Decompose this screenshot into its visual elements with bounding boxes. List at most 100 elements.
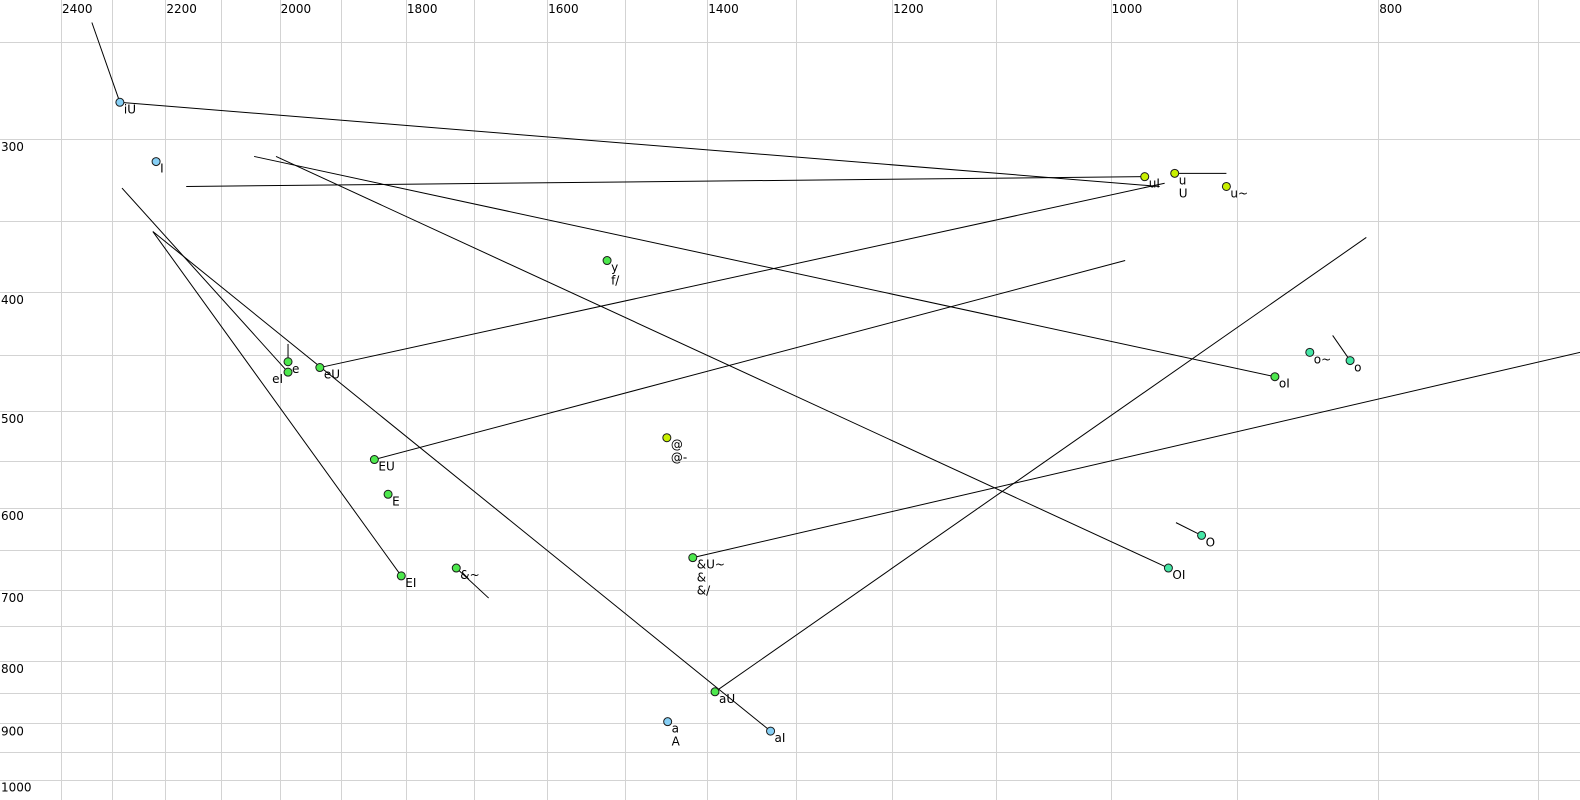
trajectory-line	[121, 187, 289, 373]
point-label: o~	[1314, 352, 1331, 366]
point-marker	[1221, 181, 1231, 191]
vowel-point: aA	[663, 717, 681, 749]
point-marker	[662, 433, 672, 443]
vowel-point: aI	[766, 726, 786, 745]
trajectory-line	[319, 182, 1165, 369]
vowel-point: e	[283, 357, 299, 376]
point-label: eI	[272, 372, 283, 386]
y-tick-label: 900	[1, 724, 24, 738]
point-marker	[688, 553, 698, 563]
point-marker	[1197, 530, 1207, 540]
x-tick-label: 1800	[407, 2, 438, 16]
point-marker	[369, 455, 379, 465]
point-marker	[151, 157, 161, 167]
point-marker	[1170, 168, 1180, 178]
point-marker	[710, 687, 720, 697]
point-marker	[1345, 356, 1355, 366]
y-tick-label: 1000	[1, 781, 32, 795]
point-marker	[1140, 172, 1150, 182]
trajectory-line	[152, 231, 771, 732]
point-label: @-	[671, 451, 687, 465]
vowel-point: &U~&&/	[688, 553, 725, 598]
vowel-point: uI	[1140, 172, 1160, 191]
point-label: aU	[719, 692, 735, 706]
vowel-point: iU	[115, 97, 136, 116]
trajectory-line	[1332, 335, 1351, 361]
trajectory-line	[275, 155, 1169, 569]
point-marker	[283, 367, 293, 377]
point-label: U	[1179, 186, 1188, 200]
point-label: O	[1206, 535, 1215, 549]
trajectory-line	[152, 231, 402, 577]
point-label: oI	[1279, 377, 1290, 391]
vowel-point: o~	[1305, 347, 1331, 366]
point-label: a	[672, 722, 679, 736]
y-tick-label: 400	[1, 293, 24, 307]
trajectory-line	[119, 101, 1160, 187]
point-label: uI	[1149, 177, 1160, 191]
y-tick-label: 600	[1, 509, 24, 523]
vowel-point: aU	[710, 687, 735, 706]
x-tick-label: 1600	[548, 2, 579, 16]
vowel-point: uU	[1170, 168, 1188, 200]
point-label: o	[1354, 361, 1361, 375]
point-marker	[1163, 563, 1173, 573]
vowel-point: u~	[1221, 181, 1248, 200]
trajectory-line	[692, 351, 1580, 559]
x-tick-label: 2000	[281, 2, 312, 16]
point-label: &/	[697, 584, 711, 598]
point-marker	[766, 726, 776, 736]
point-marker	[383, 489, 393, 499]
vowel-point: &~	[451, 563, 480, 582]
point-marker	[1305, 347, 1315, 357]
x-tick-label: 1000	[1112, 2, 1143, 16]
point-marker	[315, 363, 325, 373]
point-marker	[663, 717, 673, 727]
trajectory-line	[253, 155, 1276, 378]
vowel-point: @@-	[662, 433, 687, 465]
trajectory-line	[186, 176, 1145, 187]
x-tick-label: 1200	[893, 2, 924, 16]
y-tick-label: 700	[1, 591, 24, 605]
x-tick-label: 2200	[166, 2, 197, 16]
trajectories	[91, 22, 1580, 732]
point-label: @	[671, 438, 683, 452]
tick-labels: 2400 2200 2000 1800 1600 1400 1200 1000 800 300 40…	[1, 2, 1402, 795]
point-marker	[115, 97, 125, 107]
x-tick-label: 2400	[62, 2, 93, 16]
trajectory-line	[455, 567, 489, 599]
trajectory-line	[374, 260, 1126, 461]
point-marker	[602, 256, 612, 266]
point-label: aI	[775, 731, 786, 745]
point-label: u	[1179, 173, 1187, 187]
vowel-point: oI	[1270, 372, 1290, 391]
vowel-point: eI	[272, 367, 293, 386]
trajectory-line	[1175, 522, 1202, 536]
point-label: OI	[1172, 568, 1185, 582]
point-label: EI	[405, 576, 416, 590]
vowel-point: EU	[369, 455, 395, 474]
y-tick-label: 800	[1, 662, 24, 676]
point-label: &~	[460, 568, 479, 582]
vowel-point: O	[1197, 530, 1215, 549]
point-label: &	[697, 571, 706, 585]
vowel-point: yf/	[602, 256, 620, 288]
point-label: f/	[611, 274, 620, 288]
vowel-point: eU	[315, 363, 340, 382]
x-tick-label: 1400	[708, 2, 739, 16]
vowel-point: I	[151, 157, 164, 176]
point-label: I	[160, 162, 164, 176]
point-label: y	[611, 261, 618, 275]
vowel-point: OI	[1163, 563, 1185, 582]
point-label: eU	[324, 368, 340, 382]
point-marker	[451, 563, 461, 573]
y-tick-label: 500	[1, 412, 24, 426]
trajectory-line	[91, 22, 121, 103]
point-label: u~	[1230, 186, 1248, 200]
vowel-point: E	[383, 489, 400, 508]
point-marker	[283, 357, 293, 367]
vowel-point: EI	[396, 571, 416, 590]
point-label: &U~	[697, 558, 725, 572]
